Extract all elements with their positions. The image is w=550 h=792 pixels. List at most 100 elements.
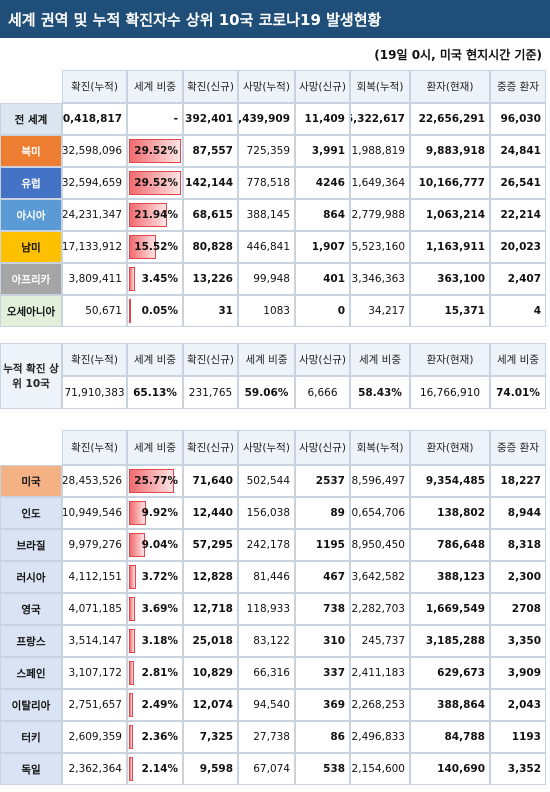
cell-text: 96,030: [500, 113, 541, 125]
cell-text: 738: [323, 603, 345, 615]
column-header-text: 세계 비중: [359, 354, 401, 366]
cell-text: 28,453,526: [62, 475, 122, 487]
cell-text: 467: [323, 571, 345, 583]
cell-text: 3,909: [507, 667, 541, 679]
cell-text: 3.72%: [141, 571, 178, 583]
cell-text: 9,883,918: [425, 145, 485, 157]
cell: 67,074: [238, 753, 295, 785]
row-label: 남미: [0, 231, 62, 263]
cell-text: 81,446: [253, 571, 290, 583]
cell-text: 401: [323, 273, 345, 285]
cell: 4: [490, 295, 546, 327]
row-label-text: 유럽: [21, 177, 41, 190]
cell: 16,766,910: [410, 376, 490, 409]
column-header: 확진(누적): [62, 70, 127, 103]
cell: 22,214: [490, 199, 546, 231]
row-label: 인도: [0, 497, 62, 529]
cell-text: 2,496,833: [351, 731, 405, 743]
cell-text: 18,596,497: [350, 475, 405, 487]
cell: 446,841: [238, 231, 295, 263]
row-label: 독일: [0, 753, 62, 785]
cell-text: 2537: [315, 475, 345, 487]
data-bar: [129, 693, 134, 717]
cell: 3,909: [490, 657, 546, 689]
column-header: 사망(신규): [295, 430, 350, 465]
cell: 3.69%: [127, 593, 183, 625]
cell-text: 156,038: [246, 507, 290, 519]
cell: 31: [183, 295, 238, 327]
cell-text: 12,718: [192, 603, 233, 615]
cell: 3,642,582: [350, 561, 410, 593]
cell-text: 629,673: [437, 667, 485, 679]
cell-text: 446,841: [246, 241, 290, 253]
cell: 388,864: [410, 689, 490, 721]
cell-text: 392,401: [185, 113, 233, 125]
cell-text: 24,231,347: [62, 209, 122, 221]
column-header: 세계 비중: [238, 343, 295, 376]
column-header-text: 사망(신규): [299, 81, 346, 93]
cell-text: 3,809,411: [68, 273, 122, 285]
cell: 6,666: [295, 376, 350, 409]
cell-text: 10,829: [192, 667, 233, 679]
data-bar: [129, 235, 157, 259]
cell: 87,557: [183, 135, 238, 167]
cell-text: 21,649,364: [350, 177, 405, 189]
data-bar: [129, 757, 133, 781]
column-header-text: 세계 비중: [245, 354, 288, 366]
cell: 369: [295, 689, 350, 721]
cell-text: 778,518: [246, 177, 290, 189]
cell: 29.52%: [127, 167, 183, 199]
cell: 231,765: [183, 376, 238, 409]
row-label-text: 아프리카: [11, 273, 51, 286]
cell-text: 9,354,485: [425, 475, 485, 487]
cell: 50,671: [62, 295, 127, 327]
cell: 74.01%: [490, 376, 546, 409]
cell: 142,144: [183, 167, 238, 199]
cell: 81,446: [238, 561, 295, 593]
cell-text: 3,185,288: [425, 635, 485, 647]
cell: 3,352: [490, 753, 546, 785]
column-header-text: 사망(신규): [299, 354, 346, 366]
cell: 2,609,359: [62, 721, 127, 753]
cell: 15,523,160: [350, 231, 410, 263]
cell-text: 2,362,364: [68, 763, 122, 775]
cell-text: 2,411,183: [351, 667, 405, 679]
cell-text: 7,325: [199, 731, 233, 743]
cell: 22,656,291: [410, 103, 490, 135]
cell: 3,346,363: [350, 263, 410, 295]
cell: 32,598,096: [62, 135, 127, 167]
cell-text: 80,828: [192, 241, 233, 253]
cell: 84,788: [410, 721, 490, 753]
cell-text: 22,656,291: [418, 113, 485, 125]
row-label: 스페인: [0, 657, 62, 689]
column-header-text: 환자(현재): [426, 81, 474, 93]
cell: 83,122: [238, 625, 295, 657]
cell: -: [127, 103, 183, 135]
cell-text: 59.06%: [244, 386, 289, 399]
row-label-text: 이탈리아: [11, 699, 51, 712]
cell: 25.77%: [127, 465, 183, 497]
cell-text: 3,352: [507, 763, 541, 775]
cell: 96,030: [490, 103, 546, 135]
cell: 11,409: [295, 103, 350, 135]
cell-text: 74.01%: [496, 386, 540, 399]
cell-text: 3,350: [507, 635, 541, 647]
row-label-text: 북미: [21, 145, 41, 158]
cell-text: 242,178: [246, 539, 290, 551]
cell: 25,018: [183, 625, 238, 657]
cell-text: 110,418,817: [62, 113, 122, 125]
cell: 10,949,546: [62, 497, 127, 529]
cell-text: 3,107,172: [68, 667, 122, 679]
cell-text: 66,316: [253, 667, 290, 679]
cell-text: 11,409: [304, 113, 345, 125]
cell-text: 4: [533, 305, 541, 317]
cell-text: 2,407: [507, 273, 541, 285]
cell-text: 27,738: [253, 731, 290, 743]
cell-text: 25.77%: [134, 475, 178, 487]
cell-text: 2,043: [507, 699, 541, 711]
cell-text: 13,226: [192, 273, 233, 285]
cell-text: 15,371: [444, 305, 485, 317]
cell-text: 10,949,546: [62, 507, 122, 519]
cell: 1083: [238, 295, 295, 327]
